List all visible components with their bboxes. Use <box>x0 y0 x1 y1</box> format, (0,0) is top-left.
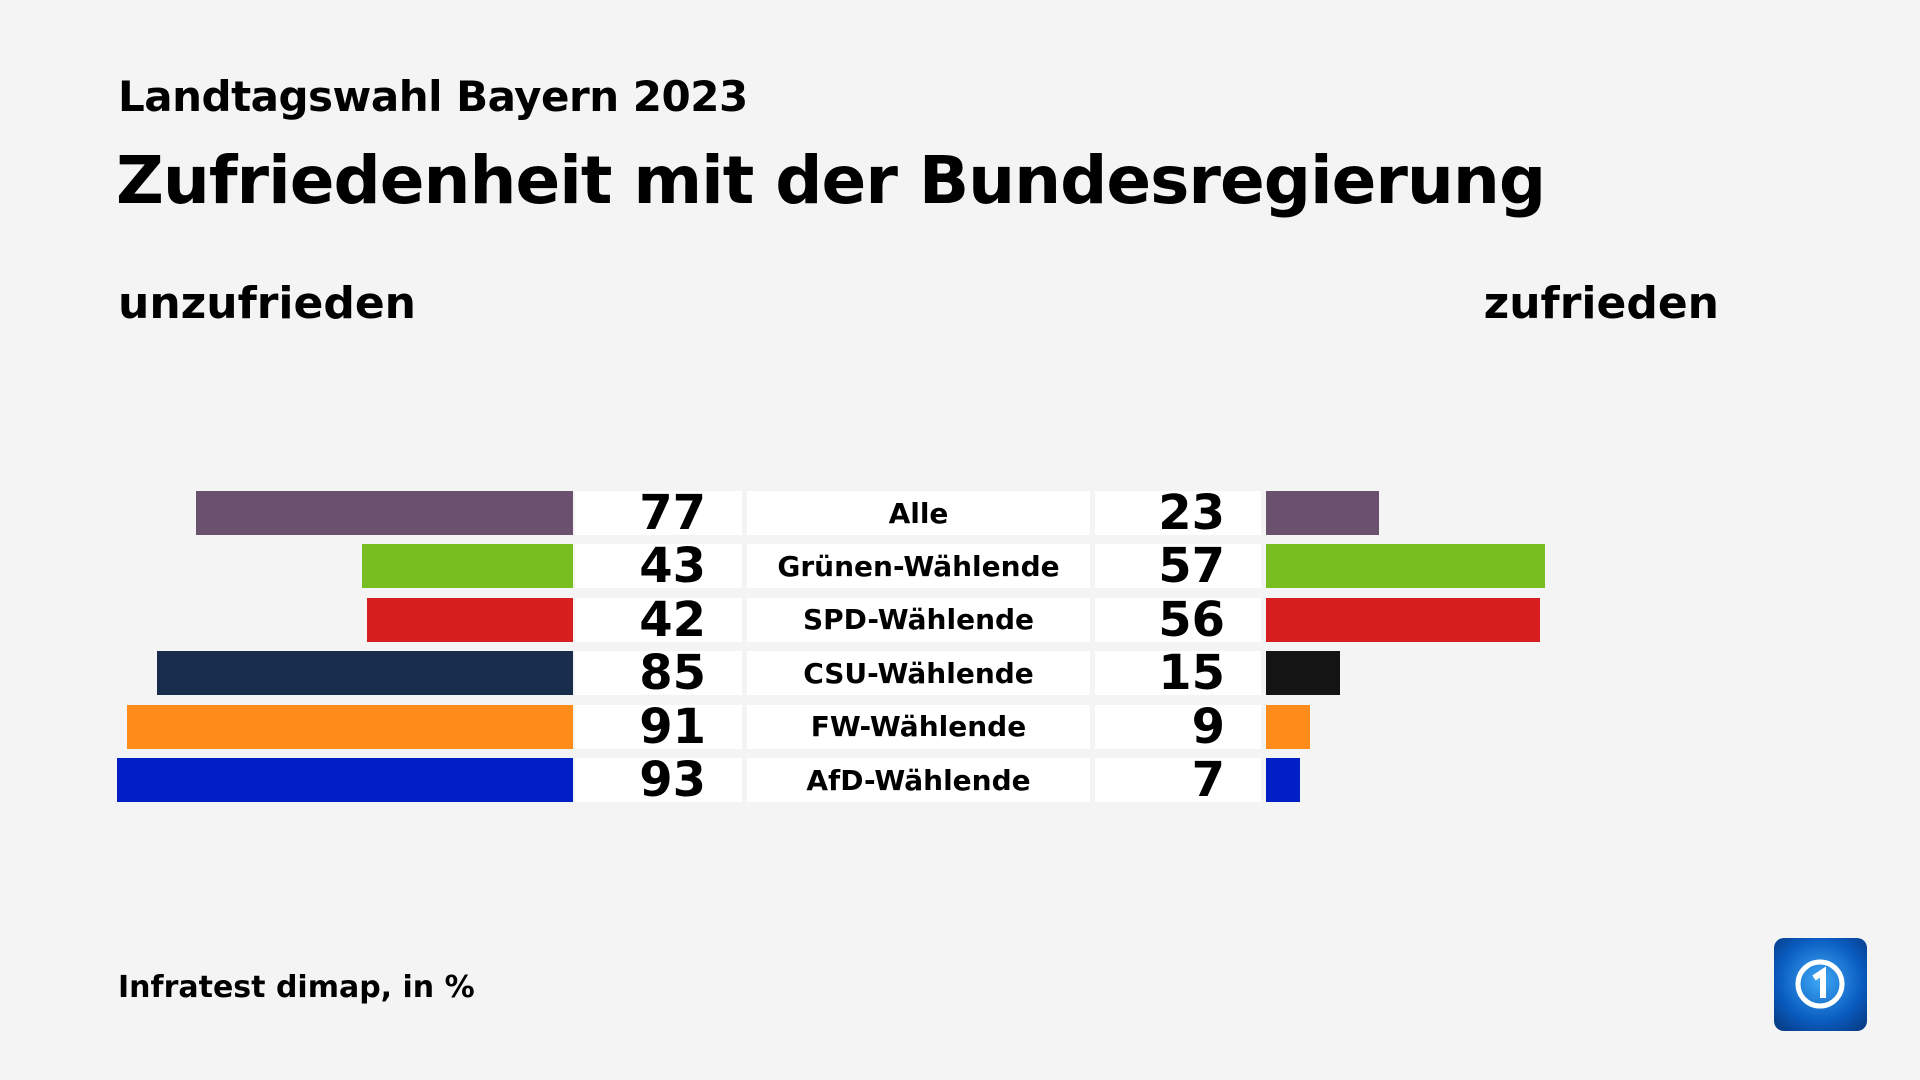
category-label: AfD-Wählende <box>747 758 1090 802</box>
table-row: 91 FW-Wählende 9 <box>0 699 1920 755</box>
source-note: Infratest dimap, in % <box>118 970 475 1005</box>
bar-unzufrieden <box>117 758 573 802</box>
bar-unzufrieden <box>362 544 573 589</box>
bar-unzufrieden <box>127 704 573 749</box>
left-header: unzufrieden <box>118 278 417 329</box>
chart-subtitle: Landtagswahl Bayern 2023 <box>118 72 748 121</box>
value-unzufrieden: 85 <box>575 645 742 701</box>
bar-zufrieden <box>1266 544 1546 589</box>
value-zufrieden: 23 <box>1095 485 1261 541</box>
table-row: 77 Alle 23 <box>0 485 1920 541</box>
bar-zufrieden <box>1266 491 1379 535</box>
bar-unzufrieden <box>367 597 573 642</box>
category-label: SPD-Wählende <box>747 597 1090 642</box>
category-label: Grünen-Wählende <box>747 544 1090 589</box>
table-row: 85 CSU-Wählende 15 <box>0 645 1920 701</box>
bar-unzufrieden <box>195 491 573 535</box>
value-zufrieden: 7 <box>1095 752 1261 808</box>
value-unzufrieden: 91 <box>575 699 742 755</box>
value-unzufrieden: 42 <box>575 592 742 648</box>
bar-zufrieden <box>1266 758 1301 802</box>
chart-title: Zufriedenheit mit der Bundesregierung <box>116 142 1546 219</box>
table-row: 42 SPD-Wählende 56 <box>0 592 1920 648</box>
category-label: Alle <box>747 491 1090 535</box>
value-zufrieden: 56 <box>1095 592 1261 648</box>
category-label: CSU-Wählende <box>747 651 1090 696</box>
tagesschau-logo-icon <box>1774 938 1867 1031</box>
bar-zufrieden <box>1266 597 1541 642</box>
value-zufrieden: 9 <box>1095 699 1261 755</box>
table-row: 43 Grünen-Wählende 57 <box>0 538 1920 594</box>
value-unzufrieden: 77 <box>575 485 742 541</box>
table-row: 93 AfD-Wählende 7 <box>0 752 1920 808</box>
category-label: FW-Wählende <box>747 704 1090 749</box>
value-zufrieden: 15 <box>1095 645 1261 701</box>
bar-zufrieden <box>1266 704 1311 749</box>
bar-unzufrieden <box>156 651 573 696</box>
value-unzufrieden: 93 <box>575 752 742 808</box>
right-header: zufrieden <box>1483 278 1719 329</box>
bar-zufrieden <box>1266 651 1340 696</box>
value-unzufrieden: 43 <box>575 538 742 594</box>
value-zufrieden: 57 <box>1095 538 1261 594</box>
